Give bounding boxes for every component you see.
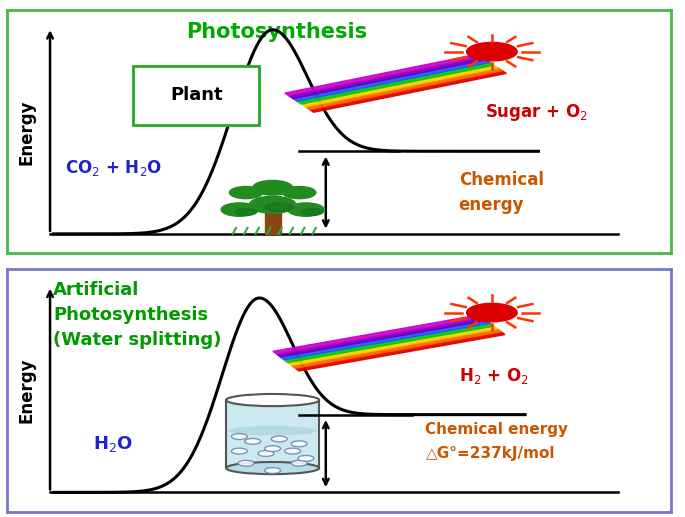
Ellipse shape (249, 196, 296, 213)
Polygon shape (273, 315, 483, 354)
Polygon shape (284, 323, 494, 362)
Circle shape (291, 460, 307, 466)
Circle shape (264, 446, 281, 451)
Circle shape (245, 438, 261, 444)
Polygon shape (292, 329, 501, 368)
Polygon shape (293, 59, 490, 101)
Polygon shape (289, 57, 486, 99)
Text: Chemical energy: Chemical energy (425, 422, 569, 437)
Text: Energy: Energy (18, 358, 36, 423)
Polygon shape (301, 65, 498, 107)
Text: Energy: Energy (18, 99, 36, 164)
Text: Photosynthesis: Photosynthesis (186, 22, 367, 42)
Circle shape (232, 448, 247, 454)
Polygon shape (297, 63, 494, 104)
FancyBboxPatch shape (133, 66, 260, 125)
Ellipse shape (226, 394, 319, 406)
Bar (226, 400, 319, 468)
Circle shape (466, 303, 517, 322)
Circle shape (264, 467, 281, 474)
Text: Sugar + O$_2$: Sugar + O$_2$ (485, 102, 588, 123)
Circle shape (466, 42, 517, 61)
Polygon shape (288, 326, 497, 366)
Text: H$_2$ + O$_2$: H$_2$ + O$_2$ (459, 366, 529, 386)
Ellipse shape (301, 209, 323, 216)
Polygon shape (285, 54, 482, 96)
Circle shape (298, 455, 314, 461)
Polygon shape (306, 68, 502, 110)
Text: CO$_2$ + H$_2$O: CO$_2$ + H$_2$O (64, 158, 162, 178)
Ellipse shape (288, 203, 324, 216)
Text: energy: energy (459, 196, 524, 214)
Ellipse shape (235, 209, 257, 216)
Circle shape (284, 448, 301, 454)
Text: △G°=237kJ/mol: △G°=237kJ/mol (425, 446, 555, 461)
Ellipse shape (283, 187, 316, 199)
Circle shape (258, 451, 274, 457)
Bar (264, 205, 281, 234)
Text: H$_2$O: H$_2$O (93, 434, 133, 454)
Circle shape (238, 460, 254, 466)
Circle shape (232, 434, 247, 439)
Text: Chemical: Chemical (459, 172, 544, 189)
Polygon shape (310, 71, 506, 112)
Ellipse shape (229, 187, 262, 199)
Text: Plant: Plant (170, 86, 223, 104)
Ellipse shape (226, 462, 319, 474)
Circle shape (271, 436, 287, 442)
Ellipse shape (228, 426, 317, 435)
Circle shape (291, 441, 307, 447)
Polygon shape (280, 321, 490, 360)
Ellipse shape (253, 180, 292, 195)
Text: Artificial
Photosynthesis
(Water splitting): Artificial Photosynthesis (Water splitti… (53, 281, 222, 349)
Ellipse shape (265, 203, 293, 211)
Polygon shape (277, 318, 486, 357)
Polygon shape (295, 332, 505, 371)
Ellipse shape (221, 203, 258, 216)
